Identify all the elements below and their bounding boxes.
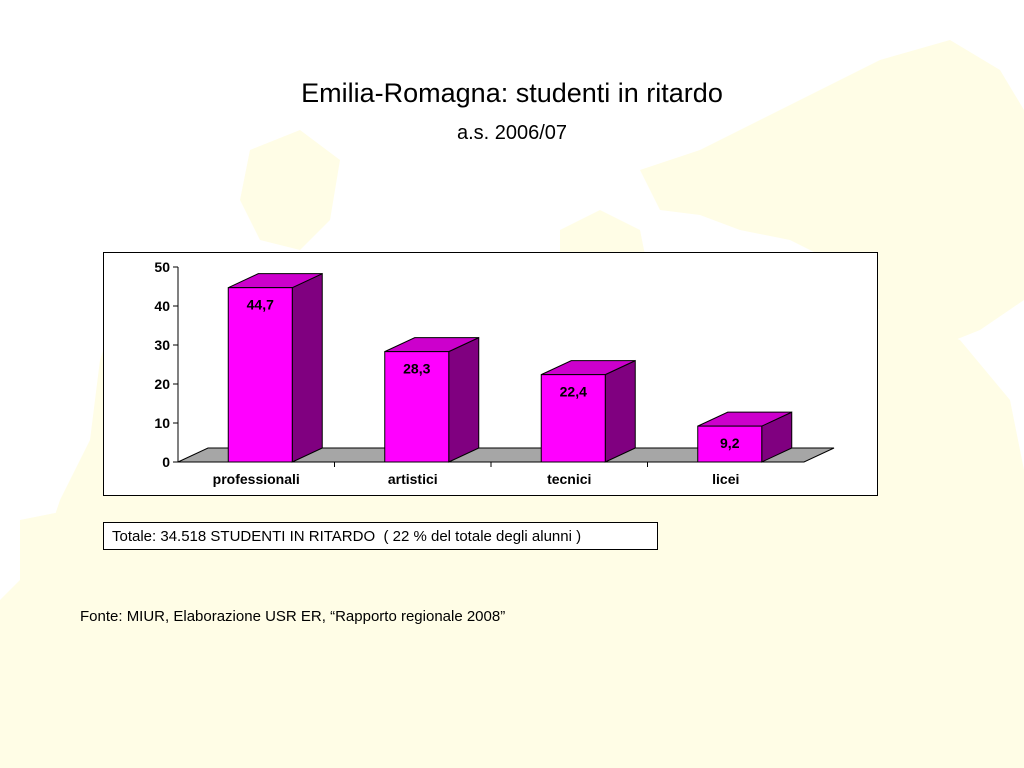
y-tick-label: 50	[154, 259, 170, 275]
bar-tecnici	[540, 374, 606, 463]
y-tick-label: 40	[154, 298, 170, 314]
y-tick-label: 20	[154, 376, 170, 392]
data-label-artistici: 28,3	[403, 361, 430, 377]
bar-artistici	[384, 351, 450, 463]
y-tick-label: 0	[162, 454, 170, 470]
slide-subtitle: a.s. 2006/07	[456, 122, 568, 144]
data-label-licei: 9,2	[720, 435, 740, 451]
category-label-professionali: professionali	[213, 471, 300, 487]
bars-group: 44,7 28,3 22,4 9,2	[227, 272, 793, 463]
bar-chart: 0 10 20 30 40 50 44,7 28,3 22,4 9,2 professional…	[154, 259, 835, 487]
category-label-licei: licei	[712, 471, 739, 487]
bar-side-artistici	[448, 336, 480, 463]
y-axis-group: 0 10 20 30 40 50	[154, 259, 179, 470]
data-label-professionali: 44,7	[247, 297, 274, 313]
bar-side-professionali	[291, 272, 323, 463]
source-note: Fonte: MIUR, Elaborazione USR ER, “Rappo…	[80, 608, 506, 625]
chart-frame: 0 10 20 30 40 50 44,7 28,3 22,4 9,2 professional…	[103, 252, 878, 496]
data-label-tecnici: 22,4	[560, 384, 587, 400]
category-label-tecnici: tecnici	[547, 471, 591, 487]
bar-professionali	[227, 287, 293, 463]
bar-side-tecnici	[604, 359, 636, 463]
category-label-artistici: artistici	[388, 471, 438, 487]
x-axis-group: professionali artistici tecnici licei	[178, 461, 804, 487]
y-tick-label: 10	[154, 415, 170, 431]
total-students-note: Totale: 34.518 STUDENTI IN RITARDO ( 22 …	[103, 522, 658, 550]
y-tick-label: 30	[154, 337, 170, 353]
slide-title: Emilia-Romagna: studenti in ritardo	[301, 78, 723, 108]
